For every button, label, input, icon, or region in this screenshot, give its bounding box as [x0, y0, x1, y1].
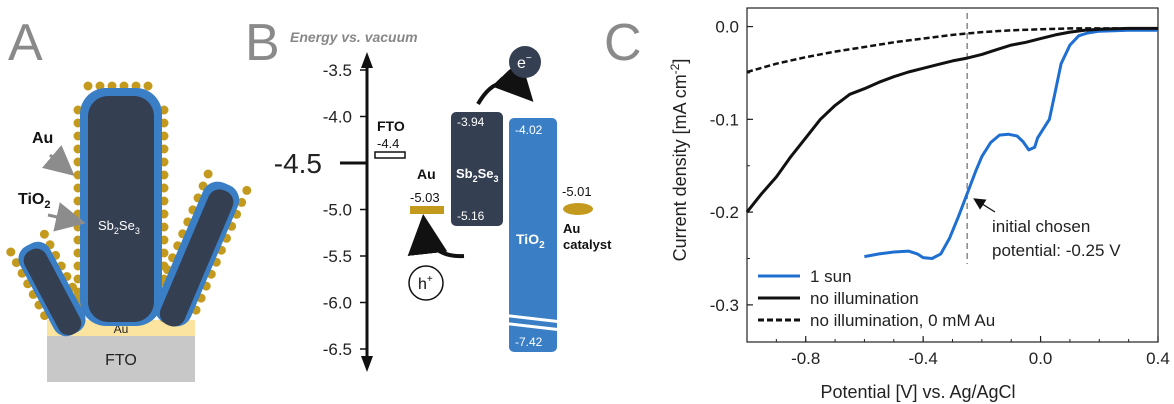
- tio2-label-a: TiO2: [18, 191, 51, 211]
- energy-tick-label: -4.0: [323, 108, 352, 127]
- tio2-break-line-2: [501, 321, 563, 332]
- au-level-bar: [410, 206, 444, 214]
- electron-label: e−: [517, 53, 532, 72]
- gold-particle: [83, 81, 93, 91]
- x-tick-label: 0.4: [1146, 349, 1170, 368]
- central-rod: [80, 88, 162, 326]
- catalyst-ellipse: [563, 203, 593, 215]
- energy-tick-label: -5.0: [323, 201, 352, 220]
- hole-arrow: [407, 214, 465, 259]
- y-tick-label: -0.2: [710, 203, 739, 222]
- y-tick-label: -0.3: [710, 296, 739, 315]
- gold-particle: [203, 169, 213, 179]
- annotation-line-1: initial chosen: [992, 217, 1090, 236]
- au-pointer-arrow: [41, 145, 75, 176]
- panel-a-letter: A: [8, 14, 43, 72]
- fto-level-label: FTO: [377, 118, 405, 134]
- catalyst-label-2: catalyst: [563, 237, 612, 252]
- chart: -0.8 -0.4 0.0 0.4 0.0 -0.1 -0.2 -0.3 initial cho…: [710, 7, 1170, 368]
- sb2se3-label-a: Sb2Se3: [98, 218, 140, 236]
- chart-frame: [746, 7, 1159, 343]
- energy-axis-arrow-bottom: [361, 356, 373, 372]
- annotation-arrow: [973, 198, 996, 213]
- electron-circle: [509, 46, 541, 78]
- gold-particle: [237, 197, 247, 207]
- x-tick-label: 0.0: [1029, 349, 1053, 368]
- panel-c-letter: C: [604, 14, 642, 72]
- series-line: [745, 26, 1158, 214]
- gold-particle: [242, 185, 252, 195]
- tio2-break-line-1: [501, 313, 563, 324]
- fto-layer: [47, 336, 195, 382]
- hole-circle: [408, 265, 444, 301]
- sb2se3-band: [451, 112, 503, 226]
- panel-a: A FTO Au Sb2Se3 Au TiO2: [6, 14, 252, 382]
- energy-axis-arrow-top: [361, 52, 373, 68]
- series-line: [864, 28, 1158, 260]
- legend-label: 1 sun: [810, 267, 852, 286]
- au-label-a: Au: [32, 130, 53, 147]
- series-line: [746, 27, 1158, 74]
- panel-b: B Energy vs. vacuum -3.5 -4.0 -4.5 -5.0 -5.5…: [245, 14, 612, 372]
- panel-b-letter: B: [245, 14, 280, 72]
- fto-level-bar: [374, 151, 406, 159]
- au-level-label: Au: [417, 166, 436, 182]
- tio2-band: [509, 118, 557, 352]
- sb2se3-label-b: Sb2Se3: [456, 166, 499, 184]
- fto-level-value: -4.4: [377, 136, 399, 151]
- hole-label: h+: [418, 274, 433, 293]
- chart-x-axis-label: Potential [V] vs. Ag/AgCl: [820, 382, 1015, 402]
- legend-label: no illumination: [810, 289, 919, 308]
- y-tick-label: -0.1: [710, 110, 739, 129]
- energy-ticks: -3.5 -4.0 -4.5 -5.0 -5.5 -6.0 -6.5: [274, 61, 367, 359]
- catalyst-label-1: Au: [563, 221, 580, 236]
- sb2se3-vb-value: -5.16: [457, 209, 485, 223]
- sb2se3-cb-value: -3.94: [457, 115, 485, 129]
- gold-particle: [143, 81, 153, 91]
- energy-tick-label: -4.5: [274, 148, 322, 179]
- catalyst-value: -5.01: [562, 184, 592, 199]
- annotation-line-2: potential: -0.25 V: [992, 241, 1121, 260]
- gold-particle: [95, 81, 105, 91]
- energy-tick-label: -6.5: [323, 340, 352, 359]
- y-tick-label: 0.0: [715, 18, 739, 37]
- electron-arrow: [476, 58, 534, 106]
- energy-tick-label: -6.0: [323, 294, 352, 313]
- panel-c: C -0.8 -0.4 0.0 0.4 0.0 -0.1 -0.2 -0.3 initial c…: [604, 7, 1170, 402]
- gold-particle: [39, 229, 49, 239]
- x-tick-label: -0.4: [908, 349, 937, 368]
- fto-label: FTO: [105, 352, 137, 369]
- energy-tick-label: -3.5: [323, 61, 352, 80]
- left-rod: [18, 241, 86, 337]
- tio2-label-b: TiO2: [516, 231, 545, 251]
- tio2-cb-value: -4.02: [515, 123, 543, 137]
- energy-axis-title: Energy vs. vacuum: [290, 29, 418, 45]
- tio2-pointer-arrow: [47, 202, 86, 232]
- right-rod: [154, 181, 240, 327]
- energy-tick-label: -5.5: [323, 247, 352, 266]
- chart-y-axis-label: Current density [mA cm-2]: [668, 59, 690, 262]
- tio2-vb-value: -7.42: [515, 335, 543, 349]
- x-tick-label: -0.8: [791, 349, 820, 368]
- au-level-value: -5.03: [410, 190, 440, 205]
- gold-particle: [6, 247, 16, 257]
- legend-label: no illumination, 0 mM Au: [810, 311, 995, 330]
